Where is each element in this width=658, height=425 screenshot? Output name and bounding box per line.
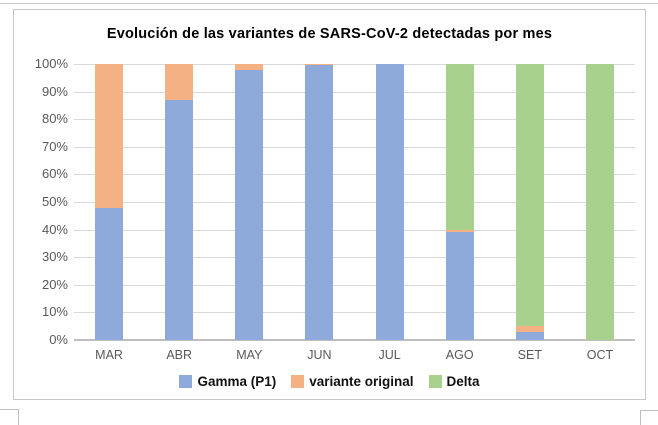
bar-segment-variante-original xyxy=(95,64,124,208)
bar-segment-delta xyxy=(515,64,544,327)
gridline xyxy=(74,202,635,203)
stacked-bar-may xyxy=(235,64,264,340)
y-tick-label: 40% xyxy=(41,221,68,237)
plot-area xyxy=(74,64,635,341)
bar-segment-gamma-p1- xyxy=(375,64,404,340)
x-label-abr: ABR xyxy=(166,348,193,362)
gridline xyxy=(74,284,635,286)
lower-frame-corner-right xyxy=(640,410,658,411)
chart-frame: Evolución de las variantes de SARS-CoV-2… xyxy=(13,9,646,400)
y-tick-label: 100% xyxy=(34,56,68,71)
stacked-bar-set xyxy=(515,64,544,340)
bar-slot-oct xyxy=(565,64,635,340)
stacked-bar-abr xyxy=(165,64,194,340)
bar-segment-variante-original xyxy=(515,326,544,332)
stacked-bar-jun xyxy=(305,64,334,340)
stacked-bar-ago xyxy=(445,64,474,340)
bar-slot-jul xyxy=(355,64,425,340)
x-label-jul: JUL xyxy=(378,348,401,362)
bar-segment-gamma-p1- xyxy=(95,207,124,340)
y-tick-label: 70% xyxy=(41,138,68,154)
legend-item-gamma-p1-: Gamma (P1) xyxy=(179,374,276,389)
bar-segment-delta xyxy=(445,64,474,230)
bar-slot-set xyxy=(495,64,565,340)
bar-slot-ago xyxy=(425,64,495,340)
stacked-bar-mar xyxy=(95,64,124,340)
page-top-rule xyxy=(0,3,658,4)
y-tick-label: 50% xyxy=(41,194,68,209)
x-label-mar: MAR xyxy=(95,348,123,362)
gridline xyxy=(74,174,635,176)
y-tick-label: 80% xyxy=(41,111,68,127)
legend-label: variante original xyxy=(309,374,414,389)
bar-segment-gamma-p1- xyxy=(165,99,194,340)
x-label-may: MAY xyxy=(236,348,263,362)
legend-label: Delta xyxy=(446,374,480,389)
x-label-oct: OCT xyxy=(586,348,614,362)
bar-segment-gamma-p1- xyxy=(305,65,334,340)
gridline xyxy=(74,257,635,259)
x-label-ago: AGO xyxy=(445,348,474,362)
y-tick-label: 90% xyxy=(41,83,68,99)
x-axis-line xyxy=(74,339,635,341)
y-tick-label: 20% xyxy=(41,276,68,292)
legend-label: Gamma (P1) xyxy=(197,374,277,389)
x-label-set: SET xyxy=(517,348,542,362)
stacked-bar-oct xyxy=(585,64,614,340)
bar-segment-variante-original xyxy=(235,64,264,70)
bar-segment-gamma-p1- xyxy=(445,232,474,340)
y-axis-tick-labels: 100% 90% 80% 70% 60% 50% 40% 30% 20% 10% 0% xyxy=(18,56,68,347)
y-tick-label: 0% xyxy=(49,332,68,347)
legend-item-variante-original: variante original xyxy=(291,374,414,389)
bar-segment-gamma-p1- xyxy=(235,69,264,340)
gridline xyxy=(74,229,635,231)
stacked-bar-jul xyxy=(375,64,404,340)
bar-segment-gamma-p1- xyxy=(515,331,544,340)
y-tick-label: 30% xyxy=(41,249,68,265)
legend-swatch-icon xyxy=(428,375,442,388)
legend-swatch-icon xyxy=(291,375,305,388)
y-tick-label: 10% xyxy=(41,304,68,320)
bar-segment-variante-original xyxy=(165,64,194,100)
bar-slot-abr xyxy=(144,64,214,340)
bar-slot-jun xyxy=(284,64,354,340)
lower-frame-corner-left xyxy=(0,409,19,410)
bar-segment-variante-original xyxy=(445,229,474,233)
bar-segment-delta xyxy=(585,64,614,340)
y-tick-label: 60% xyxy=(41,166,68,182)
x-axis-labels: MAR ABR MAY JUN JUL AGO SET OCT xyxy=(74,348,635,362)
bars-container xyxy=(74,64,635,340)
gridline xyxy=(74,312,635,314)
legend-item-delta: Delta xyxy=(428,374,480,389)
bar-segment-variante-original xyxy=(305,64,334,66)
x-label-jun: JUN xyxy=(307,348,332,362)
legend-swatch-icon xyxy=(179,375,193,388)
legend: Gamma (P1) variante original Delta xyxy=(14,374,645,389)
gridline xyxy=(74,91,635,93)
lower-frame-corner-left-edge xyxy=(18,409,19,425)
gridline xyxy=(74,119,635,121)
bar-slot-mar xyxy=(74,64,144,340)
bar-slot-may xyxy=(214,64,284,340)
chart-title: Evolución de las variantes de SARS-CoV-2… xyxy=(106,26,553,42)
lower-frame-corner-right-edge xyxy=(640,410,641,425)
gridline xyxy=(74,64,635,65)
gridline xyxy=(74,146,635,148)
